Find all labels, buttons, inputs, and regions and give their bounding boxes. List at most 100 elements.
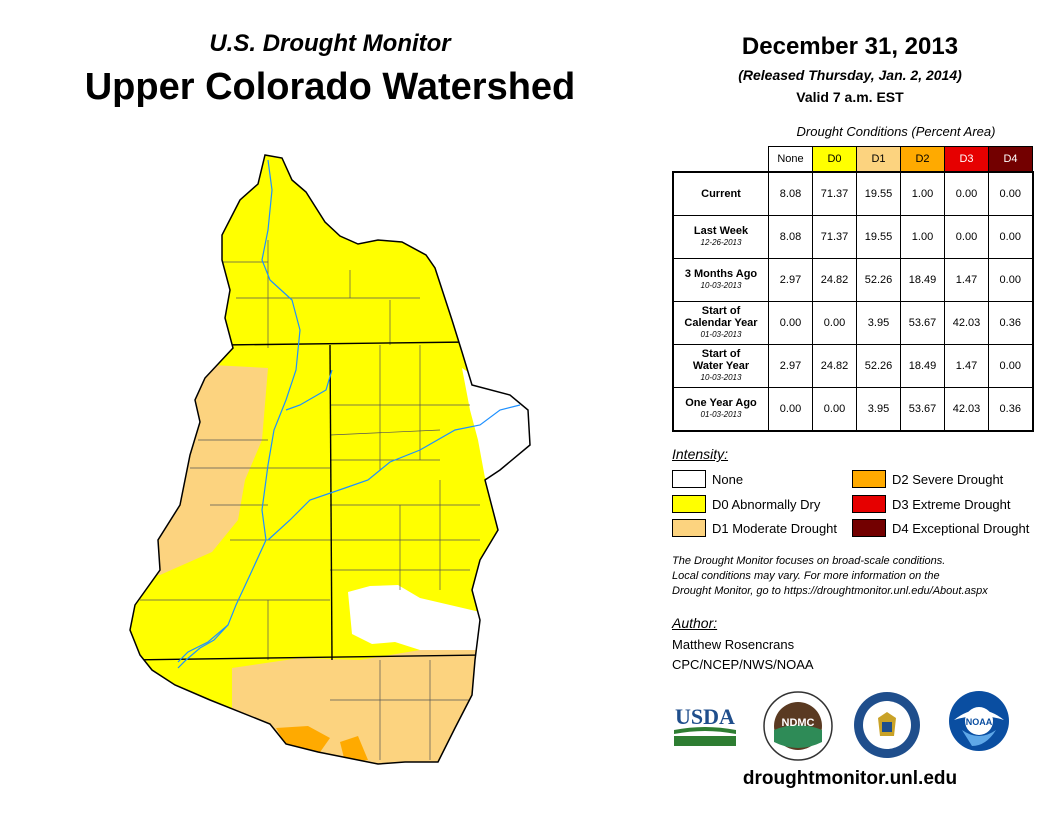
table-row: Start of Calendar Year 01-03-2013 0.00 0.0… [672, 301, 1034, 345]
legend-swatch [672, 470, 706, 488]
table-cell: 1.00 [900, 215, 945, 259]
table-cell: 53.67 [900, 301, 945, 345]
legend-title: Intensity: [672, 446, 729, 462]
legend-swatch [672, 519, 706, 537]
legend-swatch [852, 519, 886, 537]
table-cell: 1.47 [944, 258, 989, 302]
legend-label: None [712, 471, 744, 487]
valid-time: Valid 7 a.m. EST [796, 89, 904, 105]
legend-item-d2: D2 Severe Drought [852, 470, 1003, 488]
disclaimer-note: The Drought Monitor focuses on broad-sca… [672, 554, 1052, 599]
table-cell: 1.47 [944, 344, 989, 388]
table-cell: 52.26 [856, 344, 901, 388]
map-date: December 31, 2013 [741, 33, 959, 60]
row-label: Current [672, 171, 769, 216]
note-line: Local conditions may vary. For more info… [672, 570, 940, 582]
table-cell: 3.95 [856, 387, 901, 432]
d2-region-south [340, 736, 368, 762]
table-cell: 0.00 [944, 215, 989, 259]
table-cell: 0.00 [812, 301, 857, 345]
legend-swatch [672, 495, 706, 513]
table-cell: 0.00 [988, 258, 1034, 302]
table-cell: 0.00 [812, 387, 857, 432]
table-cell: 18.49 [900, 344, 945, 388]
table-cell: 0.36 [988, 387, 1034, 432]
doc-seal-icon [854, 692, 920, 758]
table-cell: 53.67 [900, 387, 945, 432]
legend-swatch [852, 495, 886, 513]
note-line: Drought Monitor, go to https://droughtmo… [672, 585, 988, 597]
county-boundaries [140, 240, 480, 760]
table-row: Start of Water Year 10-03-2013 2.97 24.82 … [672, 344, 1034, 388]
svg-text:NOAA: NOAA [966, 717, 993, 727]
legend-item-d4: D4 Exceptional Drought [852, 519, 1029, 537]
table-cell: 71.37 [812, 171, 857, 216]
ndmc-logo-icon: NDMC [763, 691, 833, 761]
row-label: Start of Water Year 10-03-2013 [672, 344, 769, 388]
row-label: 3 Months Ago 10-03-2013 [672, 258, 769, 302]
table-cell: 19.55 [856, 171, 901, 216]
column-header-none: None [768, 146, 813, 173]
drought-conditions-table: None D0 D1 D2 D3 D4 Current 8.08 71.37 1… [672, 146, 1034, 432]
table-cell: 0.00 [768, 387, 813, 432]
noaa-logo-icon: NOAA [949, 691, 1009, 751]
table-row: Last Week 12-26-2013 8.08 71.37 19.55 1.0… [672, 215, 1034, 259]
d1-region-south [232, 650, 480, 764]
map-subtitle: U.S. Drought Monitor [209, 30, 451, 57]
table-cell: 0.00 [988, 215, 1034, 259]
map-title: Upper Colorado Watershed [84, 66, 576, 108]
author-organization: CPC/NCEP/NWS/NOAA [672, 657, 814, 672]
none-region-south [348, 585, 480, 650]
legend-item-d1: D1 Moderate Drought [672, 519, 837, 537]
column-header-d0: D0 [812, 146, 857, 173]
watershed-boundary [129, 154, 531, 765]
row-label: One Year Ago 01-03-2013 [672, 387, 769, 432]
svg-text:NDMC: NDMC [782, 717, 815, 729]
table-cell: 24.82 [812, 344, 857, 388]
table-cell: 0.00 [944, 171, 989, 216]
table-cell: 18.49 [900, 258, 945, 302]
table-cell: 0.36 [988, 301, 1034, 345]
legend-swatch [852, 470, 886, 488]
column-header-d2: D2 [900, 146, 945, 173]
table-caption: Drought Conditions (Percent Area) [796, 124, 996, 139]
usda-logo-icon: USDA [674, 704, 736, 746]
table-cell: 0.00 [768, 301, 813, 345]
legend-label: D0 Abnormally Dry [712, 496, 821, 512]
table-cell: 52.26 [856, 258, 901, 302]
table-cell: 0.00 [988, 344, 1034, 388]
release-date: (Released Thursday, Jan. 2, 2014) [738, 67, 962, 83]
legend-label: D4 Exceptional Drought [892, 520, 1030, 536]
river-network [177, 159, 521, 669]
legend-item-d0: D0 Abnormally Dry [672, 495, 820, 513]
table-cell: 2.97 [768, 344, 813, 388]
legend-label: D2 Severe Drought [892, 471, 1004, 487]
table-row: 3 Months Ago 10-03-2013 2.97 24.82 52.26 … [672, 258, 1034, 302]
table-cell: 2.97 [768, 258, 813, 302]
column-header-d3: D3 [944, 146, 989, 173]
legend-label: D3 Extreme Drought [892, 496, 1011, 512]
column-header-d4: D4 [988, 146, 1033, 173]
column-header-d1: D1 [856, 146, 901, 173]
table-cell: 8.08 [768, 171, 813, 216]
table-cell: 24.82 [812, 258, 857, 302]
table-cell: 3.95 [856, 301, 901, 345]
table-cell: 8.08 [768, 215, 813, 259]
table-row: One Year Ago 01-03-2013 0.00 0.00 3.95 53… [672, 387, 1034, 432]
row-label: Start of Calendar Year 01-03-2013 [672, 301, 769, 345]
author-name: Matthew Rosencrans [672, 637, 795, 652]
svg-text:USDA: USDA [675, 704, 735, 729]
table-cell: 1.00 [900, 171, 945, 216]
table-row: Current 8.08 71.37 19.55 1.00 0.00 0.00 [672, 171, 1034, 216]
row-label: Last Week 12-26-2013 [672, 215, 769, 259]
table-cell: 0.00 [988, 171, 1034, 216]
author-heading: Author: [672, 615, 718, 631]
legend-item-d3: D3 Extreme Drought [852, 495, 1011, 513]
table-cell: 19.55 [856, 215, 901, 259]
table-cell: 42.03 [944, 301, 989, 345]
table-cell: 42.03 [944, 387, 989, 432]
watershed-map [129, 154, 531, 765]
legend-label: D1 Moderate Drought [712, 520, 838, 536]
website-url: droughtmonitor.unl.edu [742, 768, 958, 789]
state-boundaries [130, 341, 481, 661]
